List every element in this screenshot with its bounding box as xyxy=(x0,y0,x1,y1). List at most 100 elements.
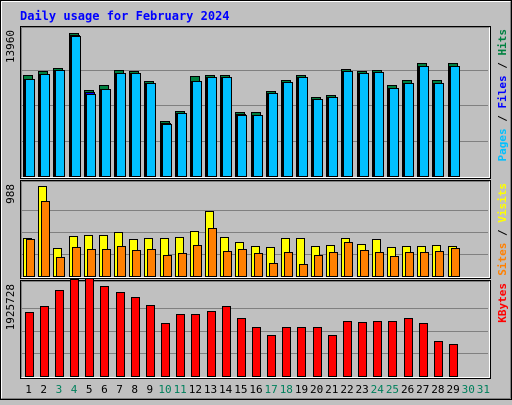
bar-pages-day-16 xyxy=(253,115,263,177)
bar-sites-day-16 xyxy=(254,253,263,277)
x-day-label-26: 26 xyxy=(401,383,414,396)
bar-kbytes-day-17 xyxy=(267,335,276,377)
bar-sites-day-25 xyxy=(390,256,399,277)
legend-sites: Sites xyxy=(496,243,509,276)
bar-kbytes-day-28 xyxy=(434,341,443,377)
bar-pages-day-8 xyxy=(131,73,141,177)
bar-kbytes-day-25 xyxy=(388,321,397,377)
bar-pages-day-15 xyxy=(237,115,247,177)
x-day-label-31: 31 xyxy=(477,383,490,396)
x-day-label-28: 28 xyxy=(431,383,444,396)
bar-sites-day-5 xyxy=(87,249,96,277)
x-day-label-10: 10 xyxy=(158,383,171,396)
legend-kbytes: KBytes xyxy=(496,283,509,323)
legend-hits: Hits xyxy=(496,29,509,56)
bar-kbytes-day-2 xyxy=(40,306,49,377)
bar-sites-day-21 xyxy=(329,252,338,277)
bar-sites-day-12 xyxy=(193,245,202,277)
x-day-label-29: 29 xyxy=(446,383,459,396)
x-day-label-5: 5 xyxy=(86,383,93,396)
bar-pages-day-17 xyxy=(268,93,278,177)
x-day-label-2: 2 xyxy=(40,383,47,396)
bar-kbytes-day-3 xyxy=(55,290,64,377)
x-day-label-15: 15 xyxy=(234,383,247,396)
bar-pages-day-18 xyxy=(283,82,293,177)
bar-pages-day-13 xyxy=(207,77,217,177)
bar-pages-day-20 xyxy=(313,99,323,177)
bar-kbytes-day-9 xyxy=(146,305,155,377)
bar-sites-day-7 xyxy=(117,246,126,277)
bar-kbytes-day-1 xyxy=(25,312,34,377)
bar-sites-day-26 xyxy=(405,252,414,277)
bar-sites-day-29 xyxy=(451,248,460,277)
bar-pages-day-28 xyxy=(434,83,444,177)
y-tick-label: 13960 xyxy=(4,30,17,63)
bar-pages-day-1 xyxy=(25,79,35,177)
bar-sites-day-24 xyxy=(375,252,384,277)
bar-kbytes-day-8 xyxy=(131,297,140,377)
x-day-label-17: 17 xyxy=(265,383,278,396)
bar-kbytes-day-11 xyxy=(176,314,185,377)
bar-sites-day-18 xyxy=(284,252,293,277)
bar-sites-day-6 xyxy=(102,249,111,277)
x-day-label-1: 1 xyxy=(25,383,32,396)
bar-kbytes-day-6 xyxy=(100,286,109,377)
panel-1: 13960 Pages / Files / Hits xyxy=(4,26,509,179)
bar-pages-day-5 xyxy=(86,94,96,177)
legend-separator: / xyxy=(496,223,509,243)
bar-kbytes-day-12 xyxy=(191,314,200,377)
bar-kbytes-day-4 xyxy=(70,279,79,377)
legend-visits: Visits xyxy=(496,183,509,223)
bar-pages-day-25 xyxy=(389,88,399,177)
bar-pages-day-21 xyxy=(328,97,338,177)
bar-sites-day-8 xyxy=(132,250,141,277)
y-tick-label: 988 xyxy=(4,184,17,204)
bar-pages-day-19 xyxy=(298,77,308,177)
bar-pages-day-24 xyxy=(374,72,384,177)
bar-pages-day-6 xyxy=(101,89,111,177)
bar-sites-day-11 xyxy=(178,253,187,277)
x-day-label-16: 16 xyxy=(249,383,262,396)
panel-2: 988 Sites / Visits xyxy=(4,180,509,279)
bar-kbytes-day-13 xyxy=(207,311,216,377)
bar-pages-day-23 xyxy=(359,73,369,177)
panel-3: 1925728 KBytes xyxy=(4,278,509,379)
y-axis-legend: Pages / Files / Hits xyxy=(496,29,509,162)
bar-sites-day-20 xyxy=(314,255,323,277)
y-axis-legend: KBytes xyxy=(496,283,509,323)
x-day-label-21: 21 xyxy=(325,383,338,396)
x-day-label-27: 27 xyxy=(416,383,429,396)
x-day-label-4: 4 xyxy=(71,383,78,396)
bar-kbytes-day-27 xyxy=(419,323,428,377)
bar-pages-day-2 xyxy=(40,74,50,177)
bar-kbytes-day-19 xyxy=(297,327,306,377)
bar-sites-day-13 xyxy=(208,228,217,277)
x-day-label-25: 25 xyxy=(386,383,399,396)
legend-separator: / xyxy=(496,109,509,129)
bar-pages-day-3 xyxy=(55,70,65,177)
legend-files: Files xyxy=(496,75,509,108)
x-day-label-22: 22 xyxy=(340,383,353,396)
bar-kbytes-day-7 xyxy=(116,292,125,377)
bar-sites-day-10 xyxy=(163,255,172,277)
y-tick-label: 1925728 xyxy=(4,284,17,330)
bar-kbytes-day-22 xyxy=(343,321,352,377)
bar-pages-day-26 xyxy=(404,83,414,177)
x-day-label-20: 20 xyxy=(310,383,323,396)
bar-sites-day-22 xyxy=(344,242,353,277)
bar-kbytes-day-5 xyxy=(85,278,94,377)
chart-panels: 13960 Pages / Files / Hits 988 Sites / Visi… xyxy=(4,26,509,379)
x-day-label-3: 3 xyxy=(56,383,63,396)
bar-kbytes-day-16 xyxy=(252,327,261,377)
bar-pages-day-29 xyxy=(450,66,460,177)
x-axis-labels: 1 2 3 4 5 6 7 8 9 10 11 12 13 14 15 16 17 18 19 20 21 22 23 24 2… xyxy=(25,383,490,396)
y-axis-legend: Sites / Visits xyxy=(496,183,509,276)
bar-pages-day-7 xyxy=(116,73,126,177)
bar-kbytes-day-15 xyxy=(237,318,246,377)
x-day-label-30: 30 xyxy=(462,383,475,396)
bar-sites-day-15 xyxy=(238,249,247,277)
x-day-label-19: 19 xyxy=(295,383,308,396)
bar-sites-day-27 xyxy=(420,252,429,277)
